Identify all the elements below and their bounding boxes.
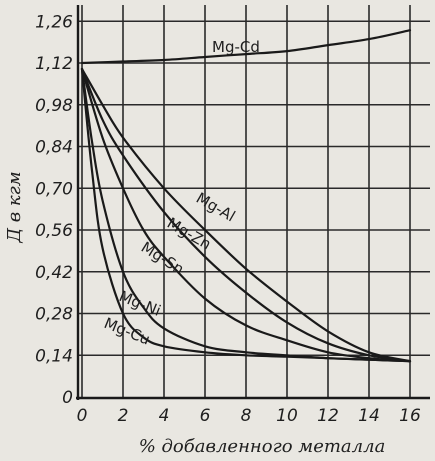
series-label-mg-al: Mg-Al	[193, 189, 238, 226]
y-tick-label-2: 0,28	[35, 305, 73, 325]
y-tick-label-4: 0,56	[35, 221, 73, 241]
series-line-mg-al	[80, 67, 412, 363]
y-tick-label-6: 0,84	[35, 138, 73, 158]
y-axis-label: Д в кгм	[4, 171, 25, 243]
x-tick-label-5: 10	[276, 406, 298, 426]
x-tick-label-6: 12	[317, 406, 339, 426]
x-tick-label-8: 16	[399, 406, 421, 426]
y-tick-label-7: 0,98	[35, 96, 73, 116]
y-tick-label-0: 0	[62, 388, 73, 408]
tick-labels: 0 2 4 6 8 10 12 14 16 0 0,14 0,28 0,42 0,56 0,70 0,84 0,…	[35, 12, 421, 426]
y-tick-label-5: 0,70	[35, 179, 73, 199]
axes	[76, 5, 430, 400]
series-line-mg-sn	[80, 67, 412, 363]
series-lines	[80, 29, 412, 363]
y-tick-label-8: 1,12	[35, 54, 73, 74]
x-axis-label: % добавленного металла	[139, 436, 386, 457]
series-label-mg-cd: Mg-Cd	[212, 38, 260, 56]
y-tick-label-3: 0,42	[35, 263, 73, 283]
y-tick-label-1: 0,14	[35, 346, 73, 366]
x-tick-label-0: 0	[77, 406, 88, 426]
series-label-mg-zn: Mg-Zn	[164, 214, 214, 253]
series-line-mg-cd	[80, 29, 412, 65]
grid	[78, 5, 430, 398]
series-line-mg-cu	[80, 67, 412, 363]
y-tick-label-9: 1,26	[35, 12, 73, 32]
x-tick-label-2: 4	[159, 406, 170, 426]
x-tick-label-4: 8	[241, 406, 252, 426]
series-line-mg-zn	[80, 67, 412, 363]
x-tick-label-7: 14	[358, 406, 380, 426]
x-tick-label-1: 2	[118, 406, 129, 426]
x-tick-label-3: 6	[200, 406, 211, 426]
